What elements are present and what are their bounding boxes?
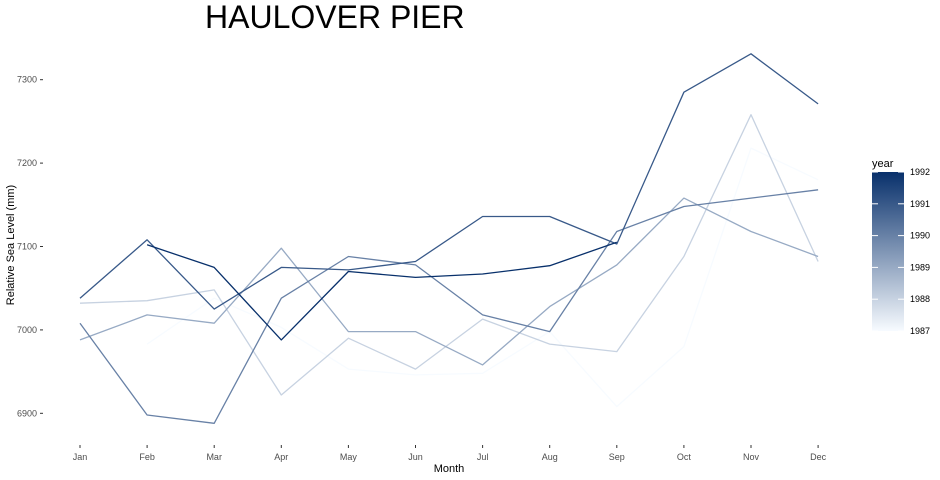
y-tick-label: 7100: [17, 242, 37, 252]
series-lines: [79, 53, 819, 424]
series-line-1991: [79, 53, 819, 310]
x-tick-label: Nov: [743, 452, 760, 462]
legend-title: year: [872, 158, 894, 170]
legend-label: 1990: [910, 231, 930, 241]
legend: year 1992 1991 1990 1989 1988 1987: [872, 158, 930, 336]
legend-colorbar: [872, 172, 904, 331]
series-line-1987: [146, 147, 819, 408]
legend-label: 1987: [910, 326, 930, 336]
x-tick-label: Aug: [542, 452, 558, 462]
legend-label: 1988: [910, 294, 930, 304]
x-tick-label: Jan: [73, 452, 88, 462]
y-axis-title: Relative Sea Level (mm): [5, 185, 17, 305]
series-line-1989: [79, 197, 819, 366]
legend-label: 1992: [910, 167, 930, 177]
series-line-1992: [146, 241, 618, 341]
legend-label: 1989: [910, 262, 930, 272]
x-tick-label: Jul: [477, 452, 489, 462]
x-tick-label: Dec: [810, 452, 827, 462]
x-axis-title: Month: [434, 463, 465, 475]
legend-label: 1991: [910, 199, 930, 209]
y-tick-label: 7300: [17, 75, 37, 85]
x-tick-label: Mar: [206, 452, 222, 462]
x-tick-label: Apr: [274, 452, 288, 462]
x-axis: Jan Feb Mar Apr May Jun Jul Aug Sep Oct Nov Dec: [73, 445, 827, 462]
x-tick-label: Oct: [677, 452, 692, 462]
y-tick-label: 7000: [17, 325, 37, 335]
y-tick-label: 7200: [17, 158, 37, 168]
y-axis: 6900 7000 7100 7200 7300: [17, 75, 43, 418]
y-tick-label: 6900: [17, 408, 37, 418]
series-line-1990: [79, 189, 819, 424]
x-tick-label: Sep: [609, 452, 625, 462]
chart-title: HAULOVER PIER: [205, 0, 465, 35]
series-line-1988: [79, 114, 819, 396]
x-tick-label: Feb: [139, 452, 155, 462]
x-tick-label: May: [340, 452, 358, 462]
x-tick-label: Jun: [408, 452, 423, 462]
